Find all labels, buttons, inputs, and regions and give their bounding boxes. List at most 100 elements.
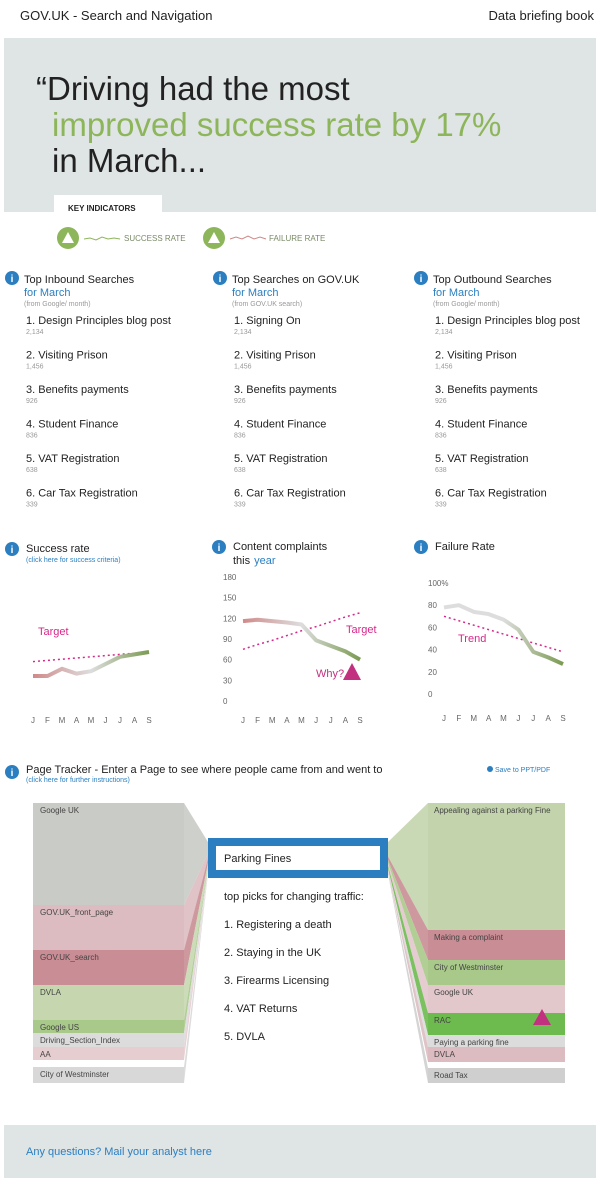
x-tick-label: S	[357, 716, 362, 725]
source-flow	[184, 803, 208, 905]
list-item[interactable]: 1. Signing On	[234, 315, 301, 327]
source-label[interactable]: AA	[40, 1050, 51, 1059]
list-item[interactable]: 5. VAT Registration	[435, 453, 529, 465]
failure-indicator[interactable]	[203, 227, 267, 249]
annotation[interactable]: Why?	[316, 668, 344, 680]
source-flow	[184, 853, 208, 950]
source-label[interactable]: GOV.UK_front_page	[40, 908, 114, 917]
source-label[interactable]: GOV.UK_search	[40, 953, 99, 962]
list-item[interactable]: 5. VAT Registration	[234, 453, 328, 465]
list-title: Top Outbound Searches	[433, 274, 552, 286]
page-input[interactable]	[216, 846, 380, 870]
info-circle	[414, 540, 428, 554]
indicator-label: SUCCESS RATE	[124, 234, 186, 243]
source-band	[33, 1033, 184, 1047]
success-indicator[interactable]	[57, 227, 121, 249]
source-label[interactable]: Driving_Section_Index	[40, 1036, 120, 1045]
list-item[interactable]: 2. Visiting Prison	[234, 350, 316, 362]
x-tick-label: J	[329, 716, 333, 725]
pick-item[interactable]: 2. Staying in the UK	[224, 947, 322, 959]
header-right[interactable]: Data briefing book	[488, 8, 594, 23]
list-item[interactable]: 6. Car Tax Registration	[234, 488, 346, 500]
source-band	[33, 985, 184, 1020]
info-icon[interactable]: i	[414, 540, 428, 554]
list-count: 1,456	[435, 364, 453, 371]
y-tick-label: 100%	[428, 579, 448, 588]
footer-link[interactable]: Any questions? Mail your analyst here	[26, 1146, 212, 1158]
source-label[interactable]: Google US	[40, 1023, 79, 1032]
info-circle	[414, 271, 428, 285]
page-input-text: Parking Fines	[224, 853, 292, 865]
destination-flow	[388, 866, 428, 1035]
list-item[interactable]: 1. Design Principles blog post	[435, 315, 580, 327]
list-period[interactable]: for March	[24, 287, 70, 299]
x-tick-label: A	[343, 716, 349, 725]
destination-label[interactable]: Road Tax	[434, 1071, 468, 1080]
pick-item[interactable]: 3. Firearms Licensing	[224, 975, 329, 987]
list-item[interactable]: 4. Student Finance	[26, 419, 118, 431]
pick-item[interactable]: 4. VAT Returns	[224, 1003, 298, 1015]
x-tick-label: J	[516, 714, 520, 723]
list-count: 339	[26, 502, 38, 509]
list-period[interactable]: for March	[433, 287, 479, 299]
subtitle-text: (click here for success criteria)	[26, 557, 121, 564]
destination-label[interactable]: DVLA	[434, 1050, 456, 1059]
list-item[interactable]: 6. Car Tax Registration	[26, 488, 138, 500]
info-icon[interactable]: i	[414, 271, 428, 285]
source-band	[33, 1047, 184, 1060]
list-item[interactable]: 1. Design Principles blog post	[26, 315, 171, 327]
list-item[interactable]: 2. Visiting Prison	[435, 350, 517, 362]
source-band	[33, 803, 184, 905]
x-tick-label: M	[298, 716, 305, 725]
info-circle	[212, 540, 226, 554]
info-icon[interactable]: i	[5, 765, 19, 779]
list-count: 1,456	[26, 364, 44, 371]
x-tick-label: A	[284, 716, 290, 725]
list-source: (from Google/ month)	[24, 301, 91, 308]
subtitle-link[interactable]: year	[254, 555, 276, 567]
list-item[interactable]: 5. VAT Registration	[26, 453, 120, 465]
info-icon[interactable]: i	[213, 271, 227, 285]
destination-band	[428, 930, 565, 960]
tracker-subtitle[interactable]: (click here for further instructions)	[26, 777, 130, 784]
source-label[interactable]: DVLA	[40, 988, 62, 997]
list-item[interactable]: 3. Benefits payments	[26, 384, 129, 396]
x-tick-label: M	[470, 714, 477, 723]
destination-label[interactable]: Google UK	[434, 988, 474, 997]
list-item[interactable]: 4. Student Finance	[435, 419, 527, 431]
y-tick-label: 60	[428, 623, 437, 632]
list-count: 2,134	[234, 329, 252, 336]
info-icon[interactable]: i	[212, 540, 226, 554]
destination-band	[428, 803, 565, 930]
save-link[interactable]: Save to PPT/PDF	[495, 767, 550, 774]
x-tick-label: A	[545, 714, 551, 723]
destination-label[interactable]: RAC	[434, 1016, 451, 1025]
source-label[interactable]: City of Westminster	[40, 1070, 110, 1079]
destination-label[interactable]: Making a complaint	[434, 933, 504, 942]
list-item[interactable]: 3. Benefits payments	[234, 384, 337, 396]
list-item[interactable]: 3. Benefits payments	[435, 384, 538, 396]
info-icon[interactable]: i	[5, 542, 19, 556]
destination-label[interactable]: Paying a parking fine	[434, 1038, 509, 1047]
pick-item[interactable]: 1. Registering a death	[224, 919, 332, 931]
source-label[interactable]: Google UK	[40, 806, 80, 815]
list-period[interactable]: for March	[232, 287, 278, 299]
list-item[interactable]: 6. Car Tax Registration	[435, 488, 547, 500]
destination-band	[428, 1068, 565, 1083]
target-label: Target	[346, 624, 377, 636]
list-item[interactable]: 4. Student Finance	[234, 419, 326, 431]
list-source: (from Google/ month)	[433, 301, 500, 308]
x-tick-label: F	[45, 716, 50, 725]
destination-label[interactable]: City of Westminster	[434, 963, 504, 972]
list-item[interactable]: 2. Visiting Prison	[26, 350, 108, 362]
info-icon[interactable]: i	[5, 271, 19, 285]
pick-item[interactable]: 5. DVLA	[224, 1031, 266, 1043]
x-tick-label: F	[456, 714, 461, 723]
x-tick-label: J	[531, 714, 535, 723]
list-count: 339	[435, 502, 447, 509]
save-dot	[487, 766, 493, 772]
list-count: 926	[26, 398, 38, 405]
destination-label[interactable]: Appealing against a parking Fine	[434, 806, 551, 815]
subtitle-text: this	[233, 555, 251, 567]
destination-band	[428, 1035, 565, 1047]
